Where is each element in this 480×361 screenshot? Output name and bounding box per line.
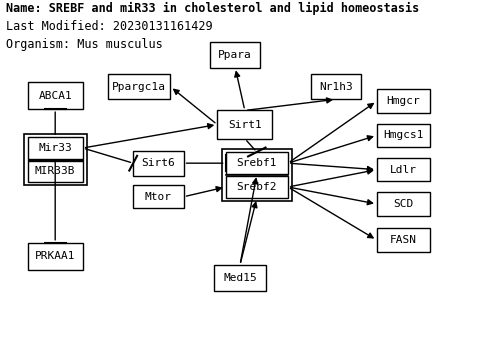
Bar — [377, 192, 430, 216]
Bar — [311, 74, 361, 99]
Bar — [210, 42, 260, 68]
Text: Sirt1: Sirt1 — [228, 119, 262, 130]
Text: Mtor: Mtor — [145, 192, 172, 202]
Text: SCD: SCD — [393, 199, 413, 209]
Bar — [133, 185, 184, 208]
Text: PRKAA1: PRKAA1 — [35, 251, 75, 261]
Text: MIR33B: MIR33B — [35, 166, 75, 177]
Text: Hmgcr: Hmgcr — [386, 96, 420, 106]
Bar — [226, 176, 288, 198]
Text: FASN: FASN — [390, 235, 417, 245]
Text: ABCA1: ABCA1 — [38, 91, 72, 101]
Text: Ppara: Ppara — [218, 50, 252, 60]
Bar — [24, 134, 86, 185]
Bar — [222, 149, 292, 201]
Text: Name: SREBF and miR33 in cholesterol and lipid homeostasis: Name: SREBF and miR33 in cholesterol and… — [6, 2, 419, 15]
Bar — [377, 90, 430, 113]
Text: Organism: Mus musculus: Organism: Mus musculus — [6, 38, 163, 51]
Bar — [28, 137, 83, 159]
Bar — [214, 265, 266, 291]
Bar — [108, 74, 170, 99]
Text: Srebf2: Srebf2 — [237, 182, 277, 192]
Text: Ppargc1a: Ppargc1a — [112, 82, 166, 92]
Text: Mir33: Mir33 — [38, 143, 72, 153]
Text: Nr1h3: Nr1h3 — [319, 82, 353, 92]
Text: Last Modified: 20230131161429: Last Modified: 20230131161429 — [6, 20, 212, 33]
Bar — [28, 161, 83, 182]
Bar — [377, 229, 430, 252]
Bar — [226, 152, 288, 174]
Bar — [377, 158, 430, 181]
Bar — [133, 151, 184, 176]
Text: Med15: Med15 — [223, 273, 257, 283]
Text: Sirt6: Sirt6 — [142, 158, 175, 168]
Bar — [28, 243, 83, 270]
Text: Srebf1: Srebf1 — [237, 158, 277, 168]
Text: Ldlr: Ldlr — [390, 165, 417, 175]
Bar — [217, 110, 273, 139]
Bar — [377, 123, 430, 147]
Text: Hmgcs1: Hmgcs1 — [383, 130, 423, 140]
Bar — [28, 82, 83, 109]
